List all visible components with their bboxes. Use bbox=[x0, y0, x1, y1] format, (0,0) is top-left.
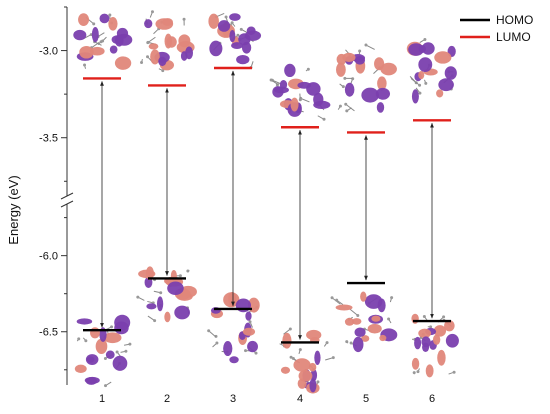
y-tick-label: -3.5 bbox=[39, 133, 58, 145]
legend: HOMO LUMO bbox=[460, 13, 533, 44]
homo-orbital-1 bbox=[75, 315, 132, 387]
y-tick-label: -6.0 bbox=[39, 251, 58, 263]
energy-levels bbox=[83, 68, 451, 342]
homo-orbital-6 bbox=[411, 314, 458, 378]
lumo-orbital-3 bbox=[208, 13, 261, 69]
homo-orbital-3 bbox=[207, 292, 260, 363]
x-tick-label: 2 bbox=[164, 393, 170, 405]
x-tick-label: 3 bbox=[230, 393, 236, 405]
x-tick-labels: 1 2 3 4 5 6 bbox=[99, 393, 435, 405]
x-tick-label: 4 bbox=[297, 393, 303, 405]
orbital-illustrations bbox=[73, 10, 459, 393]
x-tick-label: 1 bbox=[99, 393, 105, 405]
y-tick-label: -6.5 bbox=[39, 327, 58, 339]
homo-orbital-5 bbox=[331, 291, 398, 352]
y-axis: -3.0 -3.5 -6.0 -6.5 bbox=[39, 7, 73, 385]
lumo-orbital-2 bbox=[140, 10, 195, 72]
lumo-orbital-1 bbox=[73, 13, 132, 70]
lumo-orbital-5 bbox=[336, 44, 397, 113]
x-tick-label: 6 bbox=[429, 393, 435, 405]
legend-label-lumo: LUMO bbox=[496, 30, 531, 44]
homo-orbital-4 bbox=[280, 328, 335, 394]
lumo-orbital-6 bbox=[407, 38, 457, 104]
y-tick-label: -3.0 bbox=[39, 46, 58, 58]
x-tick-label: 5 bbox=[363, 393, 369, 405]
lumo-orbital-4 bbox=[270, 64, 331, 121]
legend-label-homo: HOMO bbox=[496, 13, 533, 27]
y-axis-label: Energy (eV) bbox=[6, 175, 21, 244]
